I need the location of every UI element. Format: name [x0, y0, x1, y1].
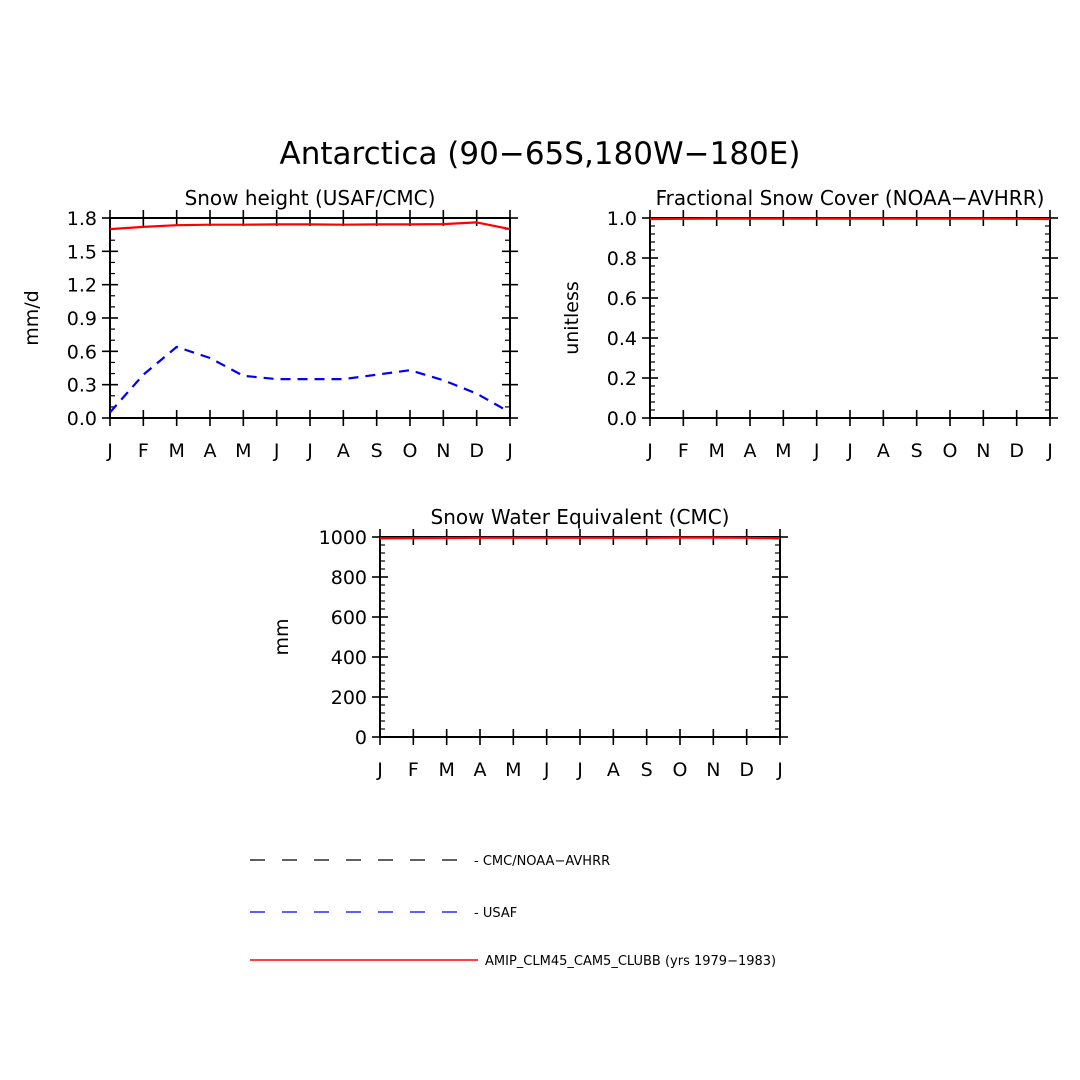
x-tick-label: J	[846, 440, 853, 462]
y-tick-label: 0.8	[607, 248, 637, 270]
x-tick-label: M	[235, 440, 251, 462]
y-tick-label: 0.3	[67, 375, 97, 397]
y-tick-label: 0.0	[67, 408, 97, 430]
y-tick-label: 0	[355, 727, 367, 749]
y-axis-label: mm/d	[21, 290, 43, 345]
y-tick-label: 600	[331, 607, 367, 629]
x-tick-label: D	[469, 440, 484, 462]
panel-title: Snow Water Equivalent (CMC)	[431, 505, 730, 529]
x-tick-label: A	[474, 759, 487, 781]
legend-label-1: - USAF	[474, 906, 517, 921]
x-tick-label: J	[646, 440, 653, 462]
x-tick-label: F	[138, 440, 149, 462]
x-tick-label: A	[744, 440, 757, 462]
x-tick-label: J	[106, 440, 113, 462]
y-axis-label: mm	[271, 618, 293, 655]
figure-title: Antarctica (90−65S,180W−180E)	[280, 136, 801, 172]
plot-frame	[109, 217, 511, 419]
y-tick-label: 0.6	[607, 288, 637, 310]
y-tick-label: 1.5	[67, 241, 97, 263]
x-tick-label: A	[204, 440, 217, 462]
x-tick-label: J	[1046, 440, 1053, 462]
x-tick-label: M	[438, 759, 454, 781]
y-tick-label: 1.8	[67, 208, 97, 230]
x-tick-label: J	[813, 440, 820, 462]
x-tick-label: J	[273, 440, 280, 462]
legend-label-0: - CMC/NOAA−AVHRR	[474, 854, 610, 869]
x-tick-label: S	[911, 440, 923, 462]
x-tick-label: N	[436, 440, 450, 462]
x-tick-label: A	[877, 440, 890, 462]
chart-fractional-snow-cover: Fractional Snow Cover (NOAA−AVHRR) unitle…	[561, 186, 1058, 462]
x-tick-label: M	[708, 440, 724, 462]
x-tick-label: N	[976, 440, 990, 462]
y-tick-label: 1.2	[67, 275, 97, 297]
series-line-1	[379, 536, 781, 540]
x-tick-label: O	[673, 759, 688, 781]
y-tick-label: 800	[331, 567, 367, 589]
y-tick-label: 0.9	[67, 308, 97, 330]
x-tick-label: J	[306, 440, 313, 462]
x-tick-label: M	[505, 759, 521, 781]
panel-title: Fractional Snow Cover (NOAA−AVHRR)	[656, 186, 1045, 210]
plot-frame	[379, 536, 781, 738]
y-tick-label: 1000	[319, 527, 367, 549]
series-line-1	[109, 345, 511, 414]
x-tick-label: S	[371, 440, 383, 462]
x-tick-label: F	[678, 440, 689, 462]
x-tick-label: J	[376, 759, 383, 781]
x-tick-label: O	[943, 440, 958, 462]
y-tick-label: 1.0	[607, 208, 637, 230]
y-tick-label: 200	[331, 687, 367, 709]
x-tick-label: J	[543, 759, 550, 781]
x-tick-label: D	[1009, 440, 1024, 462]
x-tick-label: O	[403, 440, 418, 462]
legend-label-2: AMIP_CLM45_CAM5_CLUBB (yrs 1979−1983)	[485, 954, 776, 969]
y-tick-label: 0.4	[607, 328, 637, 350]
x-tick-label: J	[776, 759, 783, 781]
x-tick-label: A	[337, 440, 350, 462]
x-tick-label: J	[576, 759, 583, 781]
panel-title: Snow height (USAF/CMC)	[185, 186, 436, 210]
x-tick-label: A	[607, 759, 620, 781]
x-tick-label: D	[739, 759, 754, 781]
plot-frame	[649, 217, 1051, 419]
x-tick-label: J	[506, 440, 513, 462]
x-tick-label: M	[775, 440, 791, 462]
x-tick-label: M	[168, 440, 184, 462]
y-tick-label: 0.0	[607, 408, 637, 430]
x-tick-label: F	[408, 759, 419, 781]
legend: - CMC/NOAA−AVHRR - USAF AMIP_CLM45_CAM5_CL…	[250, 854, 776, 969]
y-axis-label: unitless	[561, 281, 583, 355]
y-tick-label: 0.2	[607, 368, 637, 390]
chart-snow-height: Snow height (USAF/CMC) mm/d 0.0 0.3 0.6 0.9 1.…	[21, 186, 518, 462]
y-tick-label: 400	[331, 647, 367, 669]
chart-snow-water-equivalent: Snow Water Equivalent (CMC) mm 0 200 400 600 8…	[271, 505, 788, 781]
x-tick-label: N	[706, 759, 720, 781]
series-line-2	[109, 221, 511, 231]
y-tick-label: 0.6	[67, 341, 97, 363]
x-tick-label: S	[641, 759, 653, 781]
